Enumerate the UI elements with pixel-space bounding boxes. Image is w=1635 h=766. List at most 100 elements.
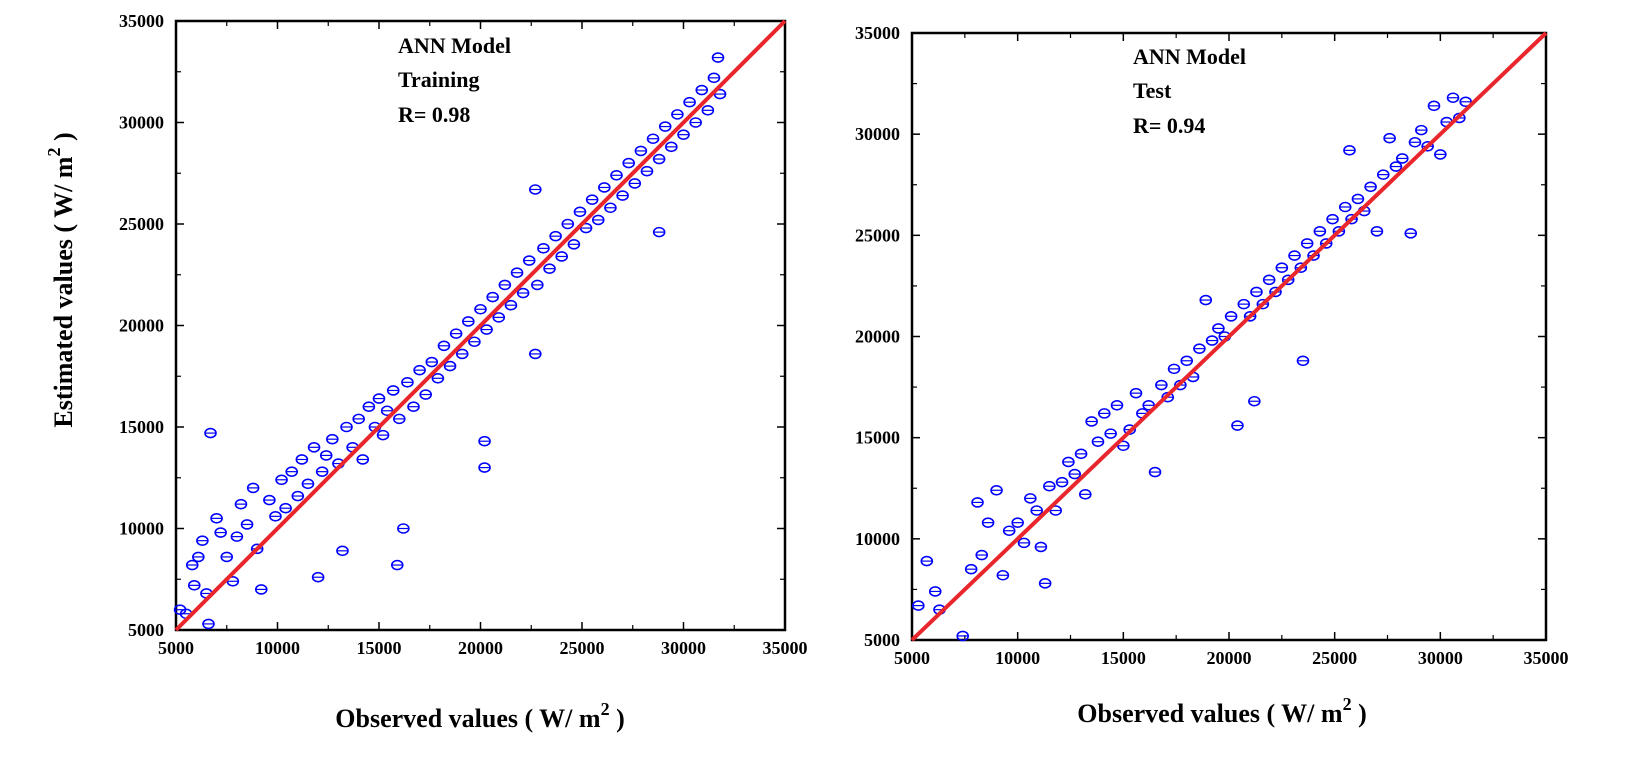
data-point — [1313, 225, 1327, 237]
data-point — [498, 279, 512, 291]
y-tick-label: 35000 — [855, 23, 900, 43]
data-point — [1343, 145, 1356, 156]
data-point — [1180, 355, 1194, 367]
y-tick-label: 10000 — [855, 529, 900, 549]
data-point — [478, 435, 491, 447]
data-point — [1243, 310, 1257, 322]
data-point — [392, 413, 406, 425]
data-point — [510, 267, 524, 279]
data-point — [413, 364, 426, 376]
data-point — [1034, 541, 1048, 553]
scatter-points — [173, 52, 727, 630]
data-point — [449, 328, 463, 339]
x-tick-label: 30000 — [1418, 648, 1463, 668]
data-point — [964, 563, 978, 575]
data-point — [1231, 420, 1244, 431]
data-point — [591, 214, 605, 226]
data-point — [928, 586, 942, 597]
data-point — [390, 559, 404, 571]
axis-ticks — [175, 20, 786, 631]
data-point — [695, 84, 709, 96]
data-point — [628, 178, 642, 189]
data-point — [275, 474, 288, 486]
data-point — [1237, 298, 1251, 310]
chart-panel-training: 5000 10000 15000 20000 25000 30000 35000 5000 10… — [44, 11, 808, 733]
data-point — [376, 429, 390, 441]
data-point — [567, 239, 581, 250]
annotation-r: R= 0.98 — [398, 102, 470, 127]
data-point — [401, 377, 414, 388]
data-point — [701, 105, 715, 116]
data-point — [285, 466, 299, 477]
data-point — [419, 389, 432, 400]
data-point — [1294, 262, 1308, 274]
data-point — [1212, 323, 1225, 334]
annotation-phase: Training — [398, 67, 480, 92]
data-point — [1376, 169, 1390, 180]
data-point — [1017, 537, 1031, 549]
data-point — [1262, 274, 1276, 286]
data-point — [486, 291, 499, 303]
data-point — [1389, 161, 1403, 172]
data-point — [372, 393, 386, 404]
data-point — [549, 230, 562, 242]
data-point — [1078, 489, 1092, 500]
axis-ticks — [911, 32, 1547, 641]
data-point — [1002, 525, 1016, 537]
data-point — [1085, 416, 1098, 427]
data-point — [474, 303, 487, 315]
data-point — [561, 218, 575, 230]
x-tick-label: 20000 — [458, 638, 503, 658]
data-point — [504, 299, 518, 311]
data-point — [407, 401, 420, 413]
data-point — [1091, 436, 1105, 448]
data-point — [210, 513, 223, 524]
data-point — [437, 340, 451, 352]
y-tick-label: 5000 — [128, 620, 164, 640]
x-tick-label: 25000 — [1312, 648, 1357, 668]
data-point — [1459, 96, 1472, 108]
data-point — [912, 600, 925, 611]
data-point — [254, 584, 268, 595]
data-point — [356, 454, 370, 465]
data-point — [1296, 355, 1310, 367]
data-point — [671, 109, 684, 120]
fit-line — [910, 31, 1548, 642]
data-point — [443, 360, 457, 372]
data-point — [711, 52, 725, 63]
data-point — [1332, 225, 1346, 237]
y-tick-label: 25000 — [119, 214, 164, 234]
x-tick-label: 10000 — [995, 648, 1040, 668]
data-point — [1224, 310, 1238, 322]
data-point — [455, 348, 469, 360]
x-tick-label: 15000 — [1101, 648, 1146, 668]
data-point — [196, 535, 209, 546]
data-point — [1415, 124, 1428, 136]
data-point — [1345, 213, 1358, 225]
data-point — [1142, 399, 1155, 411]
annotation-model: ANN Model — [398, 33, 511, 58]
data-point — [1074, 448, 1088, 460]
data-point — [478, 462, 491, 473]
data-point — [1307, 250, 1320, 261]
y-tick-label: 25000 — [855, 225, 900, 245]
y-tick-label: 20000 — [855, 327, 900, 347]
data-point — [1364, 181, 1377, 193]
annotation-phase: Test — [1133, 78, 1172, 103]
data-point — [529, 184, 542, 195]
data-point — [652, 153, 666, 165]
data-point — [1256, 298, 1270, 310]
data-point — [604, 202, 617, 214]
data-point — [1446, 92, 1460, 104]
data-point — [1055, 476, 1069, 488]
data-point — [529, 348, 542, 360]
data-point — [1248, 395, 1261, 407]
data-point — [279, 502, 292, 514]
data-point — [1427, 100, 1441, 112]
data-point — [492, 312, 506, 323]
data-point — [677, 129, 690, 140]
x-tick-label: 15000 — [357, 638, 402, 658]
data-point — [192, 551, 205, 563]
data-point — [707, 72, 721, 84]
